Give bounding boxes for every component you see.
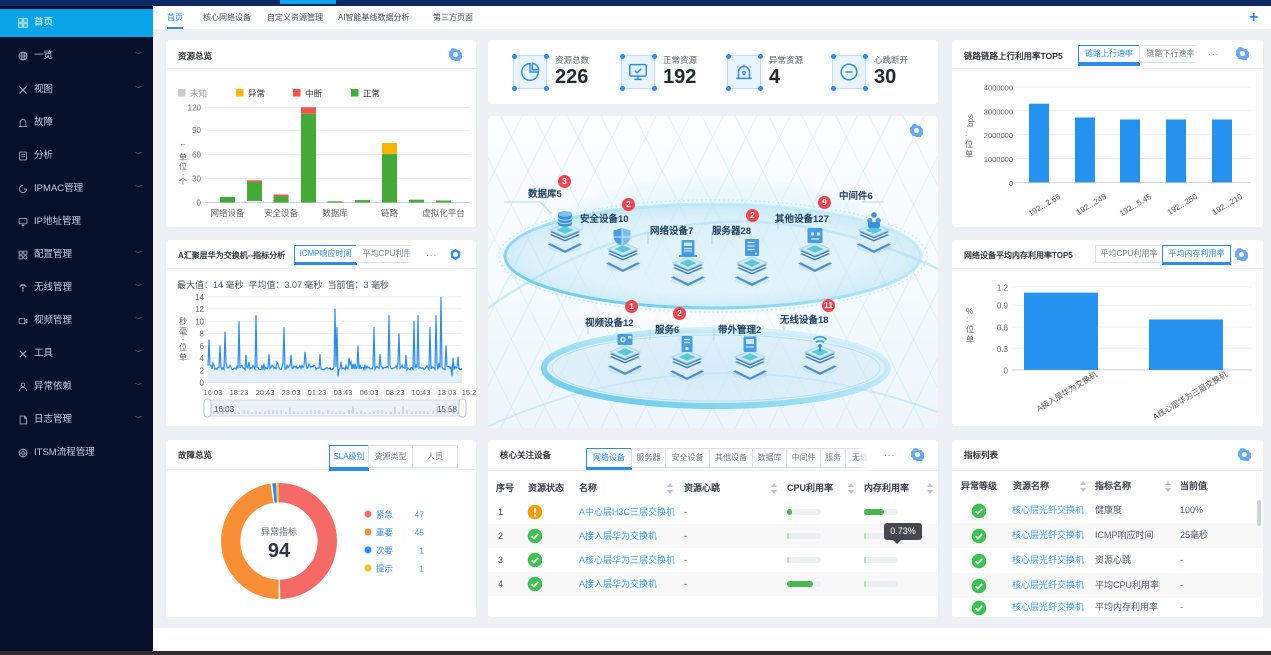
svg-text:03:43: 03:43 [334,388,353,397]
svg-text:0.9: 0.9 [997,302,1009,311]
svg-text:0: 0 [197,199,202,208]
svg-text:12: 12 [195,305,204,314]
svg-text:4000000: 4000000 [984,84,1013,93]
svg-text:6: 6 [200,342,205,351]
svg-text:异常: 异常 [248,89,265,99]
svg-text:14: 14 [195,293,204,302]
svg-text:120: 120 [188,103,202,112]
svg-text:192...210: 192...210 [1211,192,1245,217]
svg-text:安全设备: 安全设备 [264,208,299,218]
svg-text:10:43: 10:43 [412,388,431,397]
svg-text:16:03: 16:03 [204,388,223,397]
svg-text:45: 45 [415,528,425,538]
svg-text:192...248: 192...248 [1075,192,1109,217]
svg-text:01:23: 01:23 [308,388,327,397]
svg-text:单: 单 [966,334,974,344]
svg-text:0: 0 [1009,179,1013,188]
svg-text::: : [966,315,968,324]
svg-text:个: 个 [179,177,187,186]
svg-text:位: 位 [965,139,973,149]
svg-text:单: 单 [179,352,187,362]
svg-text:←: ← [179,139,187,148]
svg-text::: : [182,168,184,177]
svg-text:次要: 次要 [376,546,394,556]
svg-text:90: 90 [192,126,201,135]
svg-text:未知: 未知 [190,89,207,99]
svg-text:位: 位 [966,324,974,334]
svg-text:%: % [966,307,973,316]
svg-text:1000000: 1000000 [984,155,1013,164]
svg-text:紧急: 紧急 [376,510,394,520]
svg-text:0: 0 [200,379,205,388]
svg-text:30: 30 [192,174,201,183]
svg-text:15:58: 15:58 [437,405,458,414]
svg-text:47: 47 [415,510,425,520]
svg-text:异常指标: 异常指标 [261,526,297,537]
svg-text:A接入层华为交换机: A接入层华为交换机 [1034,369,1099,413]
svg-text:1.2: 1.2 [997,283,1009,292]
svg-text:4: 4 [200,354,205,363]
svg-text:秒: 秒 [179,316,187,326]
svg-text:13:03: 13:03 [438,388,457,397]
svg-text:位: 位 [179,161,187,171]
svg-text::: : [182,333,184,342]
svg-text:06:03: 06:03 [360,388,379,397]
svg-text:1: 1 [419,546,424,556]
svg-text:bps: bps [966,114,975,127]
svg-text:08:23: 08:23 [386,388,405,397]
svg-text:提示: 提示 [376,564,393,574]
svg-text:0: 0 [1004,366,1009,375]
svg-text:2000000: 2000000 [984,131,1013,140]
svg-text:A核心层华为三层交换机: A核心层华为三层交换机 [1151,369,1229,422]
svg-text:8: 8 [200,330,205,339]
svg-text:0.6: 0.6 [997,324,1009,333]
svg-text:192...2.66: 192...2.66 [1027,192,1063,218]
svg-text:192...5.45: 192...5.45 [1118,192,1154,218]
svg-text:链路: 链路 [381,208,399,218]
svg-text:15:2: 15:2 [462,388,476,397]
svg-text:60: 60 [192,151,201,160]
svg-text:3000000: 3000000 [984,107,1013,116]
svg-text:23:03: 23:03 [282,388,301,397]
svg-text:重要: 重要 [376,528,394,538]
svg-text:单: 单 [965,149,973,159]
svg-text:网络设备: 网络设备 [210,208,245,218]
svg-text:毫: 毫 [179,326,187,336]
svg-text:94: 94 [268,540,291,562]
svg-text:10: 10 [195,318,204,327]
svg-text:16:03: 16:03 [214,405,235,414]
svg-text:192...250: 192...250 [1166,192,1200,217]
svg-text:0.3: 0.3 [997,345,1009,354]
svg-text:中断: 中断 [305,89,323,99]
svg-text:正常: 正常 [363,89,380,99]
svg-text:单: 单 [179,152,187,162]
svg-text:数据库: 数据库 [322,208,348,218]
svg-text:2: 2 [200,366,205,375]
svg-text::: : [965,129,967,138]
svg-text:1: 1 [419,564,424,574]
svg-text:虚拟化平台: 虚拟化平台 [422,208,465,218]
svg-text:20:43: 20:43 [256,388,275,397]
svg-text:18:23: 18:23 [230,388,249,397]
svg-text:位: 位 [179,342,187,352]
